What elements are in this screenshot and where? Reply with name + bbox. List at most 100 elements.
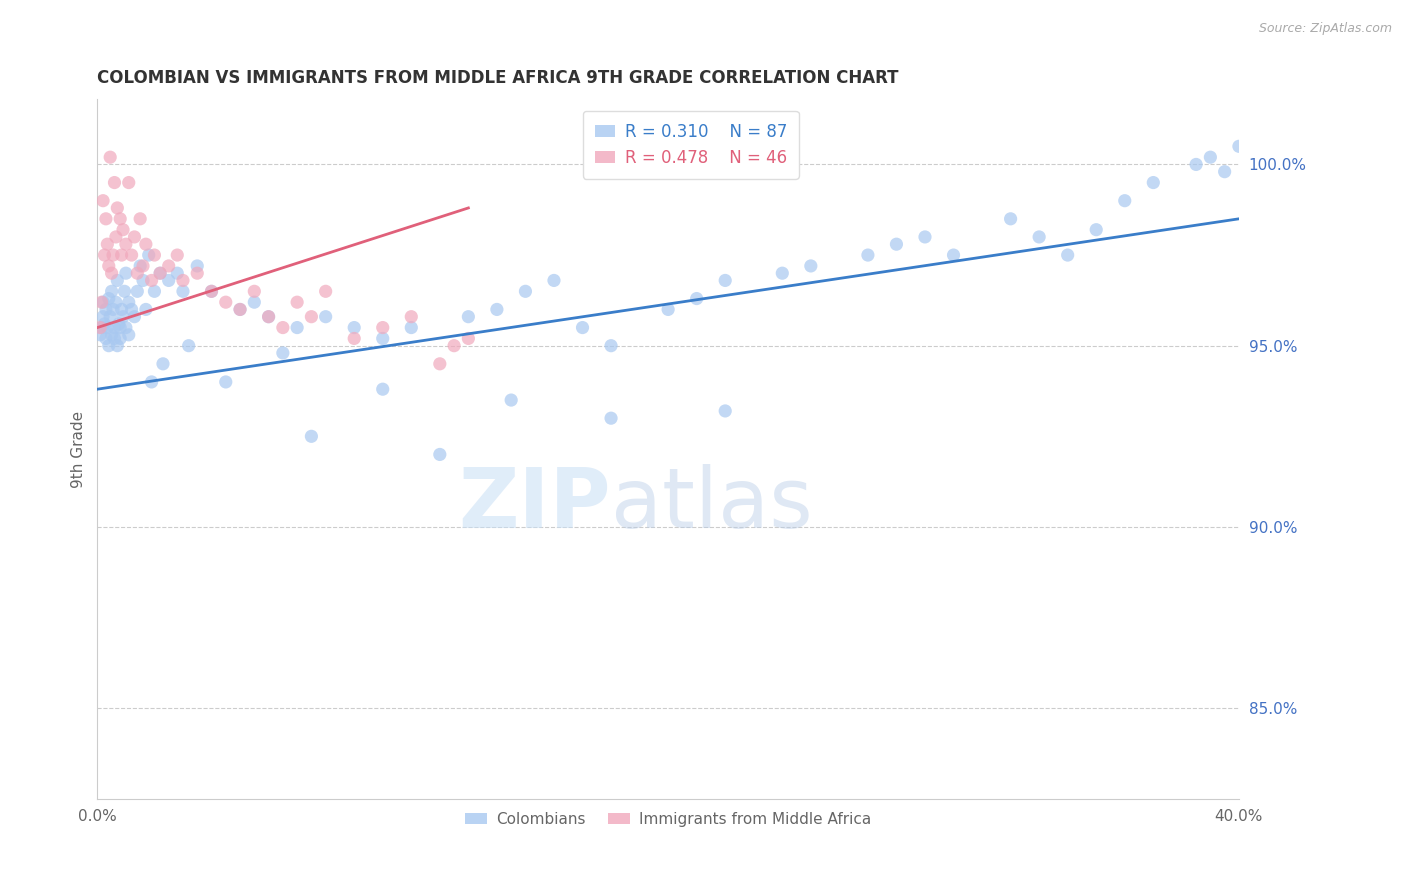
Point [105, 339, 128, 353]
Point [714, 273, 737, 287]
Point [371, 382, 394, 396]
Point [115, 237, 138, 252]
Point [401, 310, 423, 324]
Point [114, 285, 136, 299]
Point [1000, 211, 1022, 226]
Point [315, 285, 337, 299]
Point [299, 310, 322, 324]
Point [93, 248, 115, 262]
Point [94, 211, 117, 226]
Point [243, 295, 266, 310]
Point [429, 447, 451, 461]
Point [135, 237, 157, 252]
Point [457, 331, 479, 345]
Point [371, 320, 394, 334]
Point [143, 248, 166, 262]
Point [90, 295, 112, 310]
Point [108, 211, 131, 226]
Y-axis label: 9th Grade: 9th Grade [72, 410, 86, 488]
Text: COLOMBIAN VS IMMIGRANTS FROM MIDDLE AFRICA 9TH GRADE CORRELATION CHART: COLOMBIAN VS IMMIGRANTS FROM MIDDLE AFRI… [97, 69, 898, 87]
Point [600, 411, 623, 425]
Point [115, 266, 138, 280]
Point [1227, 139, 1250, 153]
Point [108, 331, 131, 345]
Point [285, 320, 308, 334]
Point [1199, 150, 1222, 164]
Point [89, 327, 111, 342]
Point [543, 273, 565, 287]
Point [1056, 248, 1078, 262]
Point [200, 285, 222, 299]
Point [104, 230, 127, 244]
Point [501, 393, 523, 408]
Point [257, 310, 280, 324]
Point [229, 302, 252, 317]
Point [172, 273, 194, 287]
Point [138, 248, 160, 262]
Point [166, 248, 188, 262]
Point [127, 266, 149, 280]
Point [112, 310, 135, 324]
Point [141, 375, 163, 389]
Point [149, 266, 172, 280]
Point [121, 248, 143, 262]
Point [343, 331, 366, 345]
Point [96, 320, 118, 334]
Point [571, 320, 593, 334]
Point [186, 259, 208, 273]
Point [657, 302, 679, 317]
Point [257, 310, 280, 324]
Point [90, 320, 112, 334]
Point [186, 266, 208, 280]
Point [89, 320, 111, 334]
Point [152, 357, 174, 371]
Point [94, 331, 117, 345]
Point [110, 248, 132, 262]
Point [1185, 157, 1208, 171]
Point [515, 285, 537, 299]
Point [103, 176, 125, 190]
Point [110, 302, 132, 317]
Point [132, 273, 155, 287]
Point [299, 429, 322, 443]
Point [1142, 176, 1164, 190]
Point [215, 295, 238, 310]
Point [118, 327, 141, 342]
Point [103, 320, 125, 334]
Point [91, 310, 114, 324]
Point [118, 295, 141, 310]
Point [271, 320, 294, 334]
Point [115, 320, 138, 334]
Point [124, 230, 146, 244]
Point [157, 273, 180, 287]
Point [1028, 230, 1050, 244]
Point [856, 248, 879, 262]
Point [129, 259, 152, 273]
Point [166, 266, 188, 280]
Point [100, 266, 122, 280]
Point [143, 285, 166, 299]
Point [141, 273, 163, 287]
Point [371, 331, 394, 345]
Point [401, 320, 423, 334]
Point [229, 302, 252, 317]
Point [101, 248, 124, 262]
Point [91, 295, 114, 310]
Point [107, 317, 129, 331]
Point [770, 266, 793, 280]
Point [429, 357, 451, 371]
Point [177, 339, 200, 353]
Point [157, 259, 180, 273]
Text: atlas: atlas [612, 465, 813, 546]
Point [93, 317, 115, 331]
Point [215, 375, 238, 389]
Point [1213, 164, 1236, 178]
Point [91, 194, 114, 208]
Point [172, 285, 194, 299]
Point [149, 266, 172, 280]
Point [1085, 222, 1108, 236]
Point [100, 285, 122, 299]
Point [200, 285, 222, 299]
Point [105, 201, 128, 215]
Point [100, 327, 122, 342]
